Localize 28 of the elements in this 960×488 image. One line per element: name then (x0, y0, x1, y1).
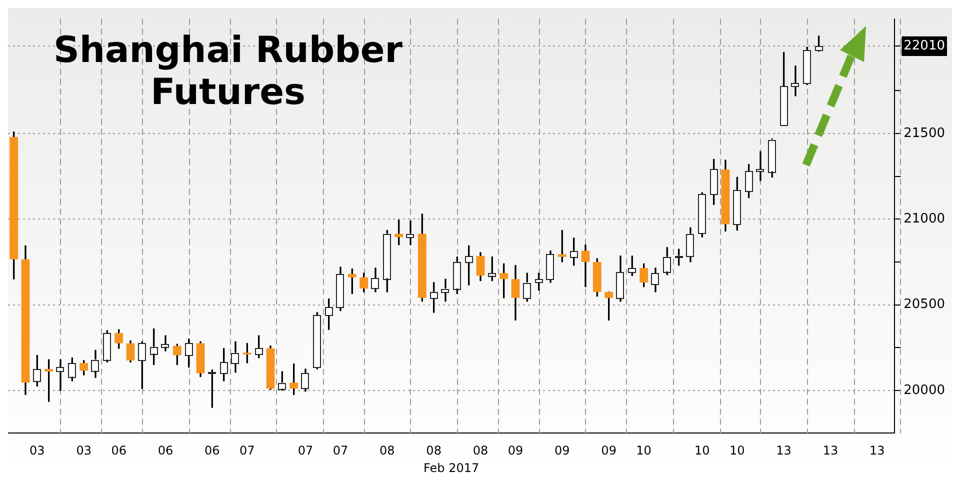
x-tick-label: 08 (380, 444, 395, 458)
x-tick-label: 10 (636, 444, 652, 458)
x-tick-label: 03 (30, 444, 45, 458)
y-tick-label: 21500 (904, 126, 946, 141)
x-tick-label: 06 (204, 444, 220, 458)
x-tick-label: 06 (111, 444, 126, 458)
x-tick-label: 13 (870, 444, 885, 458)
x-tick-label: 09 (508, 444, 524, 458)
y-tick-label: 20000 (904, 382, 946, 398)
y-tick-label: 22010 (904, 38, 946, 54)
x-tick-label: 08 (472, 444, 488, 458)
x-tick-label: 13 (822, 444, 838, 458)
y-tick-label: 21000 (904, 212, 946, 227)
x-tick-label: 03 (76, 444, 92, 458)
x-tick-label: 10 (730, 444, 745, 458)
candlestick (56, 359, 65, 391)
x-tick-label: 09 (601, 444, 616, 458)
x-tick-label: 07 (332, 444, 348, 458)
x-tick-label: 13 (776, 444, 792, 458)
text: Shanghai Rubber Futures (52, 30, 404, 114)
x-tick-label: 07 (298, 444, 314, 458)
x-axis-title: Feb 2017 (424, 460, 480, 475)
y-tick-label: 20500 (904, 297, 946, 312)
x-tick-label: 10 (694, 444, 710, 458)
x-tick-label: 08 (426, 444, 442, 458)
x-tick-label: 06 (158, 444, 174, 458)
x-tick-label: 09 (554, 444, 570, 458)
x-tick-label: 07 (240, 444, 255, 458)
